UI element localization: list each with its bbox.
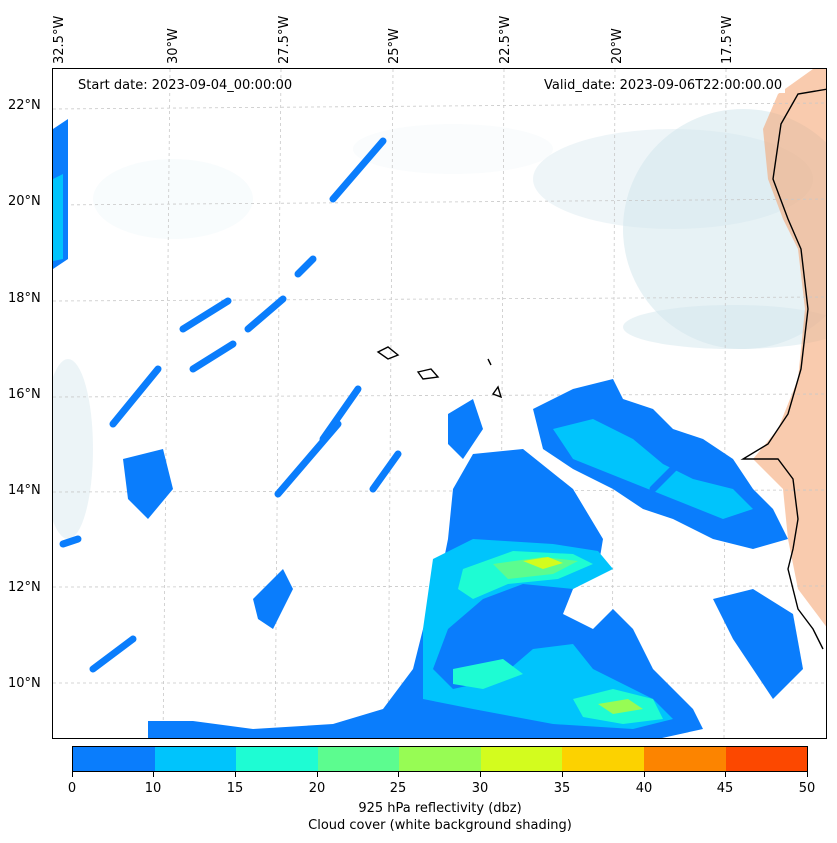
colorbar-tick-label: 25 <box>389 781 407 796</box>
start-date-label: Start date: 2023-09-04_00:00:00 <box>75 78 296 93</box>
colorbar-title: 925 hPa reflectivity (dbz) <box>358 801 522 816</box>
reflectivity-east-far <box>713 589 803 699</box>
colorbar-tick-label: 45 <box>716 781 734 796</box>
lon-label-30w: 30°W <box>166 28 181 64</box>
colorbar-tick <box>317 772 318 777</box>
reflectivity-core-5 <box>598 699 643 714</box>
colorbar-segment <box>480 747 563 771</box>
lat-label-18n: 18°N <box>8 291 41 306</box>
reflectivity-field <box>53 119 803 738</box>
reflectivity-cell-c2 <box>53 174 63 261</box>
cape-verde-islands <box>376 346 503 399</box>
lon-label-20w: 20°W <box>610 28 625 64</box>
lat-label-12n: 12°N <box>8 580 41 595</box>
reflectivity-cell-b <box>123 449 173 519</box>
map-canvas <box>53 69 826 738</box>
colorbar-segment <box>399 747 481 771</box>
lon-label-17-5w: 17.5°W <box>720 15 735 64</box>
colorbar-segment <box>562 747 644 771</box>
colorbar-segment <box>236 747 318 771</box>
colorbar-tick <box>398 772 399 777</box>
lat-label-22n: 22°N <box>8 98 41 113</box>
colorbar-tick-label: 50 <box>798 781 816 796</box>
lon-label-32-5w: 32.5°W <box>52 15 67 64</box>
lon-label-27-5w: 27.5°W <box>277 15 292 64</box>
colorbar-tick-label: 0 <box>67 781 77 796</box>
colorbar-segment <box>73 747 155 771</box>
lat-label-20n: 20°N <box>8 194 41 209</box>
colorbar-tick-label: 20 <box>308 781 326 796</box>
colorbar-tick <box>562 772 563 777</box>
colorbar-subtitle: Cloud cover (white background shading) <box>308 818 572 833</box>
colorbar-tick-label: 10 <box>144 781 162 796</box>
reflectivity-core-6 <box>453 659 523 689</box>
colorbar-tick <box>480 772 481 777</box>
colorbar-tick <box>807 772 808 777</box>
colorbar <box>72 746 808 772</box>
colorbar-tick <box>725 772 726 777</box>
lat-label-14n: 14°N <box>8 483 41 498</box>
valid-date-label: Valid_date: 2023-09-06T22:00:00.00 <box>541 78 786 93</box>
colorbar-segment <box>643 747 726 771</box>
land-shading <box>753 69 826 627</box>
colorbar-segment <box>317 747 400 771</box>
lat-label-10n: 10°N <box>8 676 41 691</box>
colorbar-segment <box>154 747 237 771</box>
colorbar-tick-label: 30 <box>471 781 489 796</box>
coastline <box>376 88 826 650</box>
colorbar-segment <box>725 747 808 771</box>
colorbar-tick <box>72 772 73 777</box>
colorbar-tick <box>153 772 154 777</box>
colorbar-tick-label: 15 <box>226 781 244 796</box>
reflectivity-core-3 <box>523 557 563 569</box>
reflectivity-east-mid <box>553 419 753 519</box>
lon-label-22-5w: 22.5°W <box>498 15 513 64</box>
reflectivity-cell-a <box>448 399 483 459</box>
colorbar-tick-label: 35 <box>553 781 571 796</box>
map-area <box>52 68 827 739</box>
reflectivity-cell-d <box>253 569 293 629</box>
colorbar-tick <box>235 772 236 777</box>
lat-label-16n: 16°N <box>8 387 41 402</box>
colorbar-tick <box>644 772 645 777</box>
lon-label-25w: 25°W <box>387 28 402 64</box>
colorbar-tick-label: 40 <box>635 781 653 796</box>
